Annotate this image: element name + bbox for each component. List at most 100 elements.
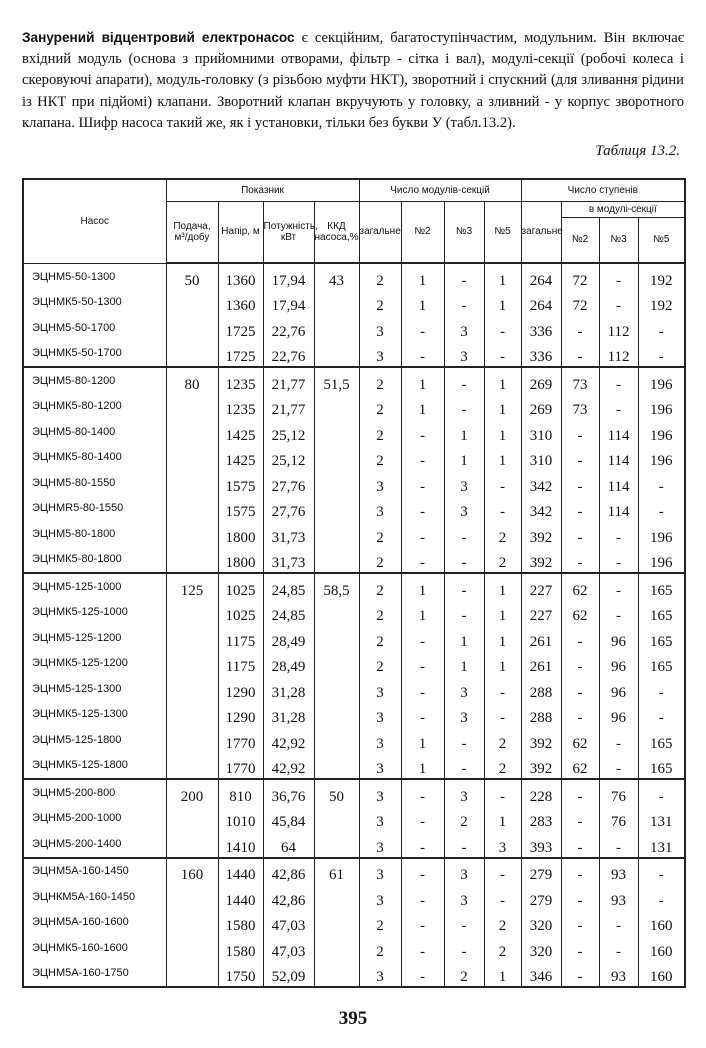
pump-name: ЭЦНМК5-50-1700	[22, 340, 167, 367]
table-cell: 2	[358, 393, 402, 419]
table-cell: 192	[637, 263, 686, 290]
table-row: ЭЦНМ5А-160-1750 1750 52,09 3-2 1 346-93 160	[22, 960, 686, 988]
table-cell	[165, 599, 219, 625]
table-cell: 42,86	[262, 884, 315, 910]
table-cell: -	[400, 676, 445, 702]
pump-name: ЭЦНМК5-125-1000	[22, 599, 167, 625]
table-cell: -	[560, 805, 600, 831]
table-cell: -	[443, 289, 485, 315]
table-cell: 1290	[217, 676, 264, 702]
table-cell: 21,77	[262, 393, 315, 419]
table-cell: 1	[483, 805, 522, 831]
table-cell: 3	[358, 340, 402, 367]
table-cell: 1440	[217, 884, 264, 910]
table-cell: -	[443, 909, 485, 935]
table-cell: -	[598, 831, 639, 858]
table-cell: 283	[520, 805, 562, 831]
table-cell: 2	[358, 521, 402, 547]
table-cell: -	[560, 935, 600, 961]
table-cell: 61	[313, 856, 360, 884]
table-row: ЭЦНМК5-80-1800 1800 31,73 2- -2 392- -196	[22, 546, 686, 573]
table-cell: 227	[520, 572, 562, 600]
table-cell: 2	[358, 572, 402, 600]
table-cell	[313, 340, 360, 367]
header-cell: №3	[443, 200, 485, 264]
table-cell: 22,76	[262, 340, 315, 367]
table-cell: -	[400, 884, 445, 910]
table-cell	[165, 752, 219, 779]
pump-name: ЭЦНМК5-125-1800	[22, 752, 167, 779]
table-cell: 1	[483, 625, 522, 651]
table-cell: 1175	[217, 650, 264, 676]
table-cell: 24,85	[262, 599, 315, 625]
table-cell	[165, 960, 219, 988]
table-cell: 3	[358, 831, 402, 858]
table-cell: 269	[520, 393, 562, 419]
table-cell: 392	[520, 521, 562, 547]
table-cell: 28,49	[262, 625, 315, 651]
table-cell: 51,5	[313, 366, 360, 394]
table-row: ЭЦНМК5-125-1800 1770 42,92 3 1-2 392 62-165	[22, 752, 686, 779]
table-cell	[313, 701, 360, 727]
table-cell: 320	[520, 909, 562, 935]
table-cell: -	[598, 263, 639, 290]
table-cell: 3	[358, 805, 402, 831]
paragraph-text: є секційним, багатоступінчастим, модульн…	[22, 29, 684, 132]
table-cell: 1	[483, 444, 522, 470]
table-cell: -	[400, 546, 445, 573]
table-cell: 1	[483, 263, 522, 290]
table-cell: 2	[358, 650, 402, 676]
table-cell	[165, 495, 219, 521]
table-cell: -	[443, 935, 485, 961]
table-cell: 24,85	[262, 572, 315, 600]
pump-name: ЭЦНМК5-160-1600	[22, 935, 167, 961]
table-cell: 114	[598, 419, 639, 445]
table-cell: 3	[358, 470, 402, 496]
paragraph-lead: Занурений відцентровий електронасос	[22, 29, 295, 45]
pump-name: ЭЦНМК5-125-1200	[22, 650, 167, 676]
header-cell: Потужність, кВт	[262, 200, 318, 264]
header-cell: загальне	[520, 200, 563, 264]
table-cell: -	[637, 778, 686, 806]
table-cell: 160	[637, 935, 686, 961]
table-cell: -	[598, 521, 639, 547]
table-cell: -	[560, 419, 600, 445]
table-row: ЭЦНКМ5А-160-1450 1440 42,86 3-3-279-93-	[22, 884, 686, 910]
table-cell: 1770	[217, 752, 264, 779]
table-row: ЭЦНМК5-125-1200 1175 28,49 2-1 1 261-96 165	[22, 650, 686, 676]
table-cell: 196	[637, 366, 686, 394]
table-cell	[313, 315, 360, 341]
pump-name: ЭЦНМ5-200-1400	[22, 831, 167, 858]
table-cell: 80	[165, 366, 219, 394]
header-cell: Число модулів-секцій	[358, 178, 522, 202]
table-cell: -	[483, 340, 522, 367]
table-cell: 196	[637, 546, 686, 573]
table-cell: 261	[520, 625, 562, 651]
table-cell	[165, 289, 219, 315]
table-cell: 1750	[217, 960, 264, 988]
table-row: ЭЦНМК5-50-1700 1725 22,76 3-3-336-112-	[22, 340, 686, 367]
table-cell: -	[400, 831, 445, 858]
table-cell: -	[400, 470, 445, 496]
table-cell	[165, 831, 219, 858]
table-cell: 165	[637, 752, 686, 779]
table-cell: 64	[262, 831, 315, 858]
pump-name: ЭЦНМ5-125-1300	[22, 676, 167, 702]
table-cell	[165, 546, 219, 573]
table-cell: 1	[400, 572, 445, 600]
table-cell: 17,94	[262, 263, 315, 290]
table-cell: 3	[358, 960, 402, 988]
table-cell	[165, 419, 219, 445]
table-cell: 165	[637, 727, 686, 753]
table-cell	[165, 909, 219, 935]
table-cell: 1575	[217, 470, 264, 496]
table-cell: 47,03	[262, 935, 315, 961]
table-cell: 392	[520, 546, 562, 573]
table-cell: 1025	[217, 599, 264, 625]
table-cell: 96	[598, 625, 639, 651]
table-cell: 165	[637, 625, 686, 651]
table-cell: 58,5	[313, 572, 360, 600]
table-cell: -	[560, 340, 600, 367]
table-cell	[165, 676, 219, 702]
table-cell	[165, 521, 219, 547]
